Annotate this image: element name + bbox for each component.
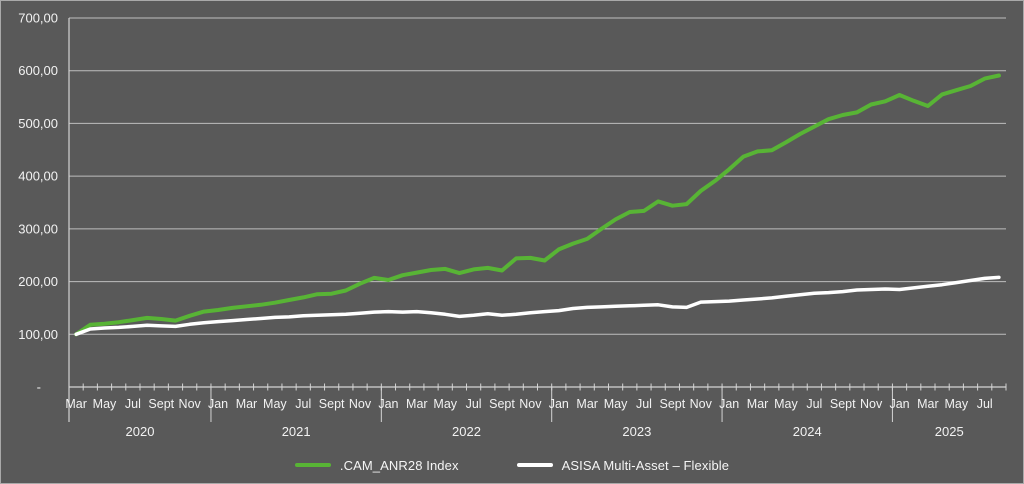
x-month-label: May [944,397,968,411]
x-year-label: 2022 [452,424,481,439]
series-line-cam-anr28 [74,73,1001,337]
x-month-label: May [433,397,457,411]
x-year-label: 2024 [793,424,822,439]
x-month-label: Nov [179,397,202,411]
x-month-label: Jan [549,397,569,411]
x-month-label: Jul [636,397,652,411]
x-month-label: Nov [349,397,372,411]
green-series-line-icon [294,462,331,468]
y-tick-label: 700,00 [18,11,58,26]
x-month-label: Sept [489,397,515,411]
x-month-label: Nov [860,397,883,411]
x-month-label: Jul [977,397,993,411]
x-month-label: Sept [319,397,345,411]
legend-label-asisa-flexible: ASISA Multi-Asset – Flexible [561,457,730,473]
x-month-label: Sept [830,397,856,411]
x-month-label: Jan [889,397,909,411]
legend-item-asisa-flexible[interactable]: ASISA Multi-Asset – Flexible [516,457,730,473]
x-month-label: Jan [378,397,398,411]
y-tick-label: 400,00 [18,169,58,184]
x-month-label: Jul [125,397,141,411]
y-tick-label: - [37,380,41,395]
x-month-label: Mar [747,397,769,411]
x-month-label: Nov [690,397,713,411]
x-month-label: Mar [406,397,428,411]
x-month-label: May [93,397,117,411]
x-month-label: Jan [719,397,739,411]
legend-item-cam-anr28[interactable]: .CAM_ANR28 Index [294,457,459,473]
legend: .CAM_ANR28 Index ASISA Multi-Asset – Fle… [1,452,1023,478]
x-year-label: 2025 [935,424,964,439]
x-year-label: 2020 [126,424,155,439]
y-tick-label: 500,00 [18,116,58,131]
x-month-label: Nov [519,397,542,411]
x-month-label: May [604,397,628,411]
x-month-label: Jul [466,397,482,411]
y-tick-label: 200,00 [18,274,58,289]
x-month-label: Jan [208,397,228,411]
y-tick-label: 100,00 [18,327,58,342]
x-month-label: May [263,397,287,411]
white-series-line-icon [516,462,553,468]
x-month-label: Jul [295,397,311,411]
y-tick-label: 600,00 [18,63,58,78]
x-month-label: Mar [917,397,939,411]
series-line-asisa-flexible [74,275,1001,337]
x-month-label: Sept [660,397,686,411]
x-month-label: Mar [576,397,598,411]
x-month-label: May [774,397,798,411]
y-tick-label: 300,00 [18,221,58,236]
x-year-label: 2021 [282,424,311,439]
legend-label-cam-anr28: .CAM_ANR28 Index [339,457,459,473]
x-month-label: Jul [806,397,822,411]
x-month-label: Sept [148,397,174,411]
x-year-label: 2023 [622,424,651,439]
x-month-label: Mar [65,397,87,411]
x-month-label: Mar [236,397,258,411]
